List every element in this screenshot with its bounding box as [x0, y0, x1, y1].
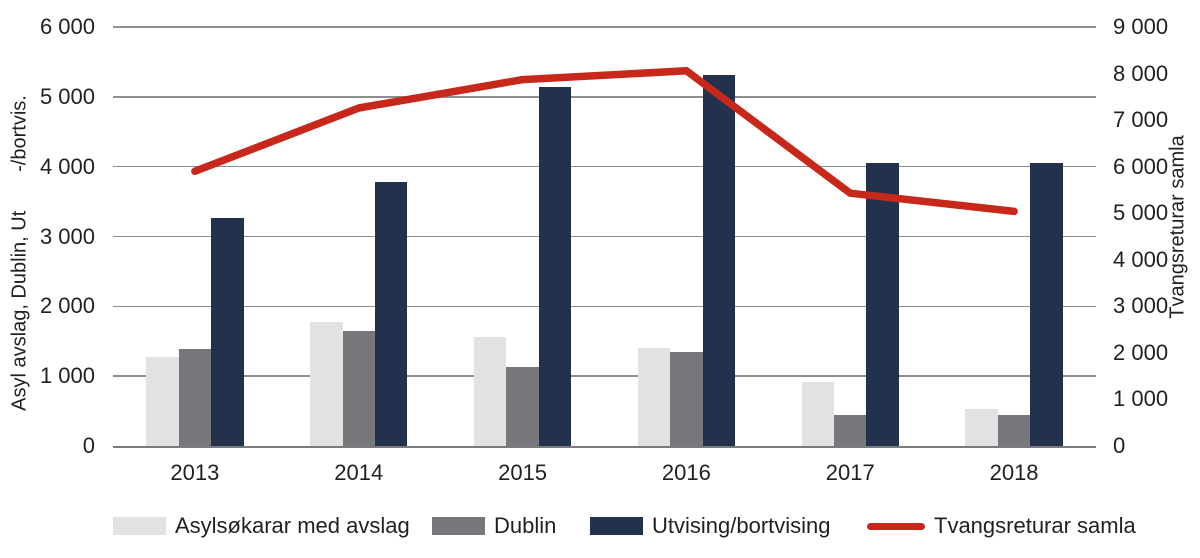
bar-dublin [834, 415, 867, 446]
bar-utvising-bortvising [1030, 163, 1063, 446]
legend-label: Tvangsreturar samla [934, 513, 1136, 538]
bar-dublin [506, 367, 539, 446]
right-axis-tick-label: 6 000 [1113, 153, 1169, 179]
legend-label: Asylsøkarar med avslag [175, 513, 410, 538]
right-axis-tick-label: 9 000 [1113, 14, 1169, 39]
bar-utvising-bortvising [538, 87, 572, 446]
right-axis-tick-label: 2 000 [1113, 339, 1169, 365]
x-axis-year-label: 2015 [498, 460, 548, 485]
left-axis-tick-label: 5 000 [39, 83, 95, 109]
gridline [113, 375, 1096, 377]
left-axis-tick-label: 3 000 [39, 223, 95, 249]
left-axis-tick-label: 1 000 [39, 363, 95, 389]
bar-asyls-karar-med-avslag [801, 381, 835, 446]
right-axis-title: Tvangsreturar samla [1166, 135, 1189, 319]
bar-dublin [342, 331, 375, 446]
bar-utvising-bortvising [702, 75, 735, 446]
right-axis-tick-label: 3 000 [1113, 293, 1169, 319]
x-axis-year-label: 2014 [334, 460, 384, 485]
legend-item: Tvangsreturar samla [867, 512, 1136, 540]
right-axis-tick-label: 1 000 [1113, 386, 1169, 412]
bar-dublin [997, 415, 1031, 446]
legend-label: Utvising/bortvising [652, 513, 831, 538]
legend-label: Dublin [494, 513, 557, 538]
left-axis-tick-label: 2 000 [39, 293, 95, 319]
right-axis-tick-label: 7 000 [1113, 107, 1169, 133]
legend-item: Utvising/bortvising [590, 512, 831, 540]
x-axis-year-label: 2013 [170, 460, 220, 485]
x-axis-line [113, 446, 1096, 448]
legend-item: Asylsøkarar med avslag [113, 512, 410, 540]
bar-asyls-karar-med-avslag [473, 337, 507, 446]
bar-dublin [670, 351, 703, 446]
bar-utvising-bortvising [211, 218, 244, 446]
left-axis-tick-label: 6 000 [39, 14, 95, 39]
gridline [113, 165, 1096, 168]
legend-swatch-utvising-bortvising [590, 517, 643, 535]
left-axis-tick-label: 4 000 [39, 153, 95, 179]
right-axis-tick-label: 5 000 [1113, 200, 1169, 226]
bar-utvising-bortvising [374, 182, 408, 446]
gridline [113, 305, 1096, 308]
gridline [113, 96, 1096, 98]
left-axis-title: Asyl avslag, Dublin, Ut -/bortvis. [8, 95, 31, 411]
bar-asyls-karar-med-avslag [146, 357, 179, 446]
right-axis-tick-label: 4 000 [1113, 246, 1169, 272]
x-axis-year-label: 2017 [825, 460, 875, 485]
legend-swatch-tvangsreturar-samla [867, 522, 925, 530]
legend-swatch-dublin [432, 517, 485, 535]
gridline [113, 235, 1096, 238]
bar-asyls-karar-med-avslag [965, 408, 998, 446]
x-axis-year-label: 2016 [661, 460, 711, 485]
right-axis-tick-label: 0 [1113, 433, 1126, 458]
right-axis-tick-label: 8 000 [1113, 60, 1169, 86]
legend-swatch-asyls-karar-med-avslag [113, 517, 166, 535]
gridline [113, 26, 1096, 28]
legend-item: Dublin [432, 512, 556, 540]
bar-asyls-karar-med-avslag [637, 348, 671, 446]
bar-dublin [178, 348, 212, 446]
left-axis-tick-label: 0 [82, 433, 95, 458]
bar-asyls-karar-med-avslag [310, 321, 343, 446]
x-axis-year-label: 2018 [989, 460, 1039, 485]
bar-utvising-bortvising [866, 163, 899, 446]
